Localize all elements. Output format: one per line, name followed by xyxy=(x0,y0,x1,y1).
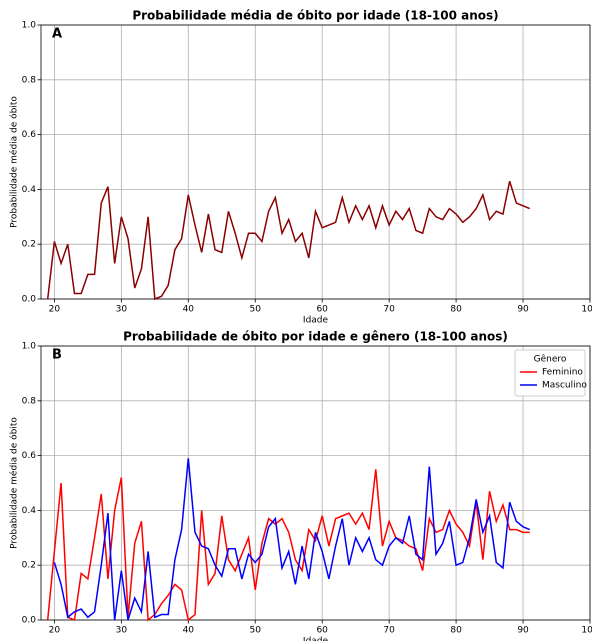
x-tick-label: 50 xyxy=(250,305,262,315)
y-tick-label: 1.0 xyxy=(22,21,37,31)
y-tick-label: 0.6 xyxy=(22,451,37,461)
x-tick-label: 100 xyxy=(581,626,592,636)
chart-title: Probabilidade média de óbito por idade (… xyxy=(132,9,498,23)
x-axis-label: Idade xyxy=(303,316,329,326)
y-tick-label: 0.0 xyxy=(22,616,37,626)
x-tick-label: 30 xyxy=(116,305,128,315)
x-tick-label: 70 xyxy=(383,626,395,636)
x-tick-label: 70 xyxy=(383,305,395,315)
x-tick-label: 40 xyxy=(183,305,195,315)
y-tick-label: 0.8 xyxy=(22,75,37,85)
x-axis-label: Idade xyxy=(303,637,329,641)
x-tick-label: 90 xyxy=(517,626,529,636)
x-tick-label: 60 xyxy=(316,305,328,315)
panel-label: A xyxy=(52,27,62,42)
x-tick-label: 50 xyxy=(250,626,262,636)
data-line xyxy=(46,469,530,622)
y-tick-label: 0.0 xyxy=(22,295,37,305)
x-tick-label: 30 xyxy=(116,626,128,636)
legend-title: Gênero xyxy=(534,354,567,365)
plot-frame xyxy=(40,24,591,300)
x-tick-label: 90 xyxy=(517,305,529,315)
y-tick-label: 0.6 xyxy=(22,130,37,140)
y-tick-label: 0.2 xyxy=(22,240,36,250)
x-tick-label: 20 xyxy=(49,305,61,315)
legend-label: Masculino xyxy=(542,381,587,391)
x-tick-label: 80 xyxy=(450,626,462,636)
x-tick-label: 20 xyxy=(49,626,61,636)
x-tick-label: 100 xyxy=(581,305,592,315)
panel-label: B xyxy=(52,348,62,363)
y-tick-label: 0.8 xyxy=(22,396,37,406)
y-tick-label: 0.4 xyxy=(22,506,37,516)
y-tick-label: 0.4 xyxy=(22,185,37,195)
legend-label: Feminino xyxy=(542,368,583,378)
chart-title: Probabilidade de óbito por idade e gêner… xyxy=(123,330,508,344)
x-tick-label: 40 xyxy=(183,626,195,636)
data-line xyxy=(46,180,531,301)
y-axis-label: Probabilidade média de óbito xyxy=(9,417,20,549)
y-axis-label: Probabilidade média de óbito xyxy=(9,96,20,228)
x-tick-label: 60 xyxy=(316,626,328,636)
y-tick-label: 1.0 xyxy=(22,342,37,352)
x-tick-label: 80 xyxy=(450,305,462,315)
data-line xyxy=(53,458,531,621)
plot-frame xyxy=(40,345,591,621)
y-tick-label: 0.2 xyxy=(22,561,36,571)
